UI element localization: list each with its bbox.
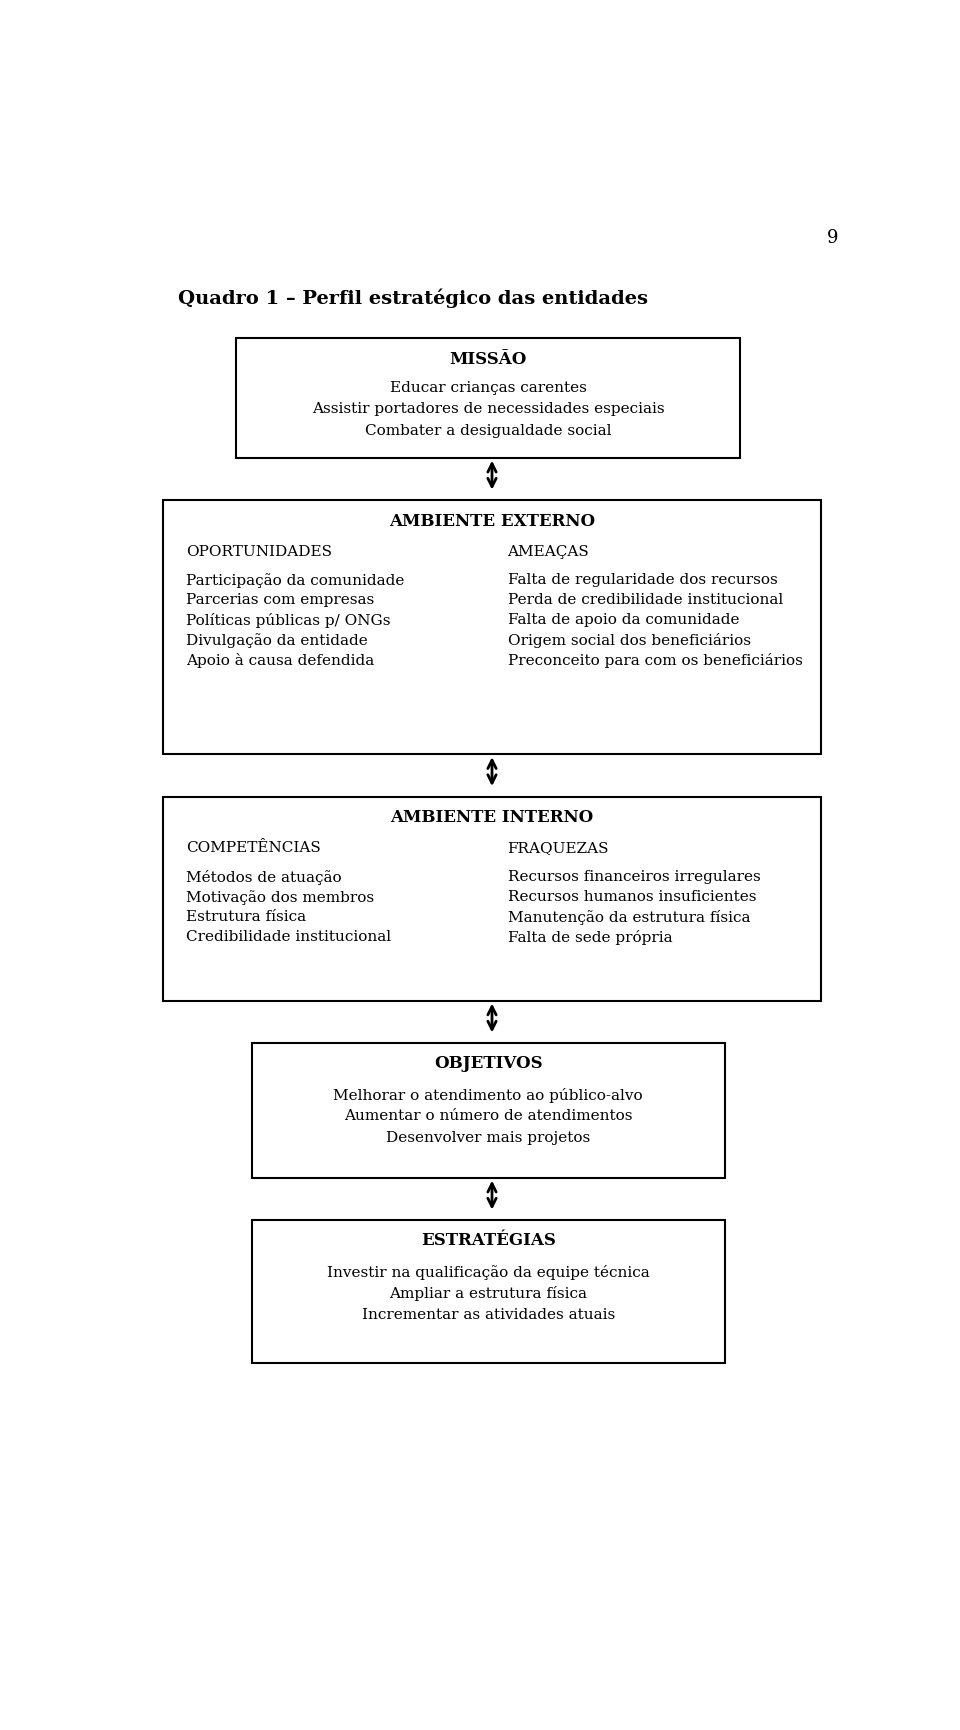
- Text: Aumentar o número de atendimentos: Aumentar o número de atendimentos: [344, 1109, 633, 1123]
- Text: Desenvolver mais projetos: Desenvolver mais projetos: [386, 1131, 590, 1145]
- Bar: [252, 1043, 725, 1178]
- Text: Credibilidade institucional: Credibilidade institucional: [186, 929, 391, 945]
- Text: Métodos de atuação: Métodos de atuação: [186, 870, 342, 884]
- Text: Participação da comunidade: Participação da comunidade: [186, 573, 404, 588]
- Text: Parcerias com empresas: Parcerias com empresas: [186, 593, 374, 607]
- Text: Investir na qualificação da equipe técnica: Investir na qualificação da equipe técni…: [326, 1265, 650, 1280]
- Text: Quadro 1 – Perfil estratégico das entidades: Quadro 1 – Perfil estratégico das entida…: [179, 289, 648, 308]
- Text: Manutenção da estrutura física: Manutenção da estrutura física: [508, 910, 750, 926]
- Text: OPORTUNIDADES: OPORTUNIDADES: [186, 545, 332, 559]
- Text: AMBIENTE INTERNO: AMBIENTE INTERNO: [391, 810, 593, 825]
- Text: OBJETIVOS: OBJETIVOS: [434, 1055, 542, 1073]
- Text: MISSÃO: MISSÃO: [449, 351, 527, 368]
- Bar: [162, 500, 822, 754]
- Text: Origem social dos beneficiários: Origem social dos beneficiários: [508, 633, 751, 649]
- Text: 9: 9: [828, 228, 839, 247]
- Text: FRAQUEZAS: FRAQUEZAS: [508, 841, 609, 855]
- Text: Assistir portadores de necessidades especiais: Assistir portadores de necessidades espe…: [312, 403, 664, 417]
- Text: Recursos humanos insuficientes: Recursos humanos insuficientes: [508, 889, 756, 903]
- Text: Ampliar a estrutura física: Ampliar a estrutura física: [389, 1287, 588, 1301]
- Text: Melhorar o atendimento ao público-alvo: Melhorar o atendimento ao público-alvo: [333, 1088, 643, 1102]
- Text: Perda de credibilidade institucional: Perda de credibilidade institucional: [508, 593, 782, 607]
- Bar: [252, 1220, 725, 1363]
- Text: Incrementar as atividades atuais: Incrementar as atividades atuais: [362, 1308, 614, 1322]
- Text: Falta de sede própria: Falta de sede própria: [508, 929, 672, 945]
- Text: AMEAÇAS: AMEAÇAS: [508, 545, 589, 559]
- Text: Combater a desigualdade social: Combater a desigualdade social: [365, 424, 612, 438]
- Text: COMPETÊNCIAS: COMPETÊNCIAS: [186, 841, 321, 855]
- Text: AMBIENTE EXTERNO: AMBIENTE EXTERNO: [389, 512, 595, 529]
- Text: Estrutura física: Estrutura física: [186, 910, 306, 924]
- Bar: [162, 796, 822, 1000]
- Text: Divulgação da entidade: Divulgação da entidade: [186, 633, 368, 649]
- Text: Políticas públicas p/ ONGs: Políticas públicas p/ ONGs: [186, 614, 391, 628]
- Text: Preconceito para com os beneficiários: Preconceito para com os beneficiários: [508, 654, 803, 668]
- Text: Falta de apoio da comunidade: Falta de apoio da comunidade: [508, 614, 739, 628]
- Text: Educar crianças carentes: Educar crianças carentes: [390, 381, 587, 394]
- Bar: [236, 339, 740, 458]
- Text: Motivação dos membros: Motivação dos membros: [186, 889, 374, 905]
- Text: ESTRATÉGIAS: ESTRATÉGIAS: [420, 1232, 556, 1249]
- Text: Falta de regularidade dos recursos: Falta de regularidade dos recursos: [508, 573, 778, 588]
- Text: Recursos financeiros irregulares: Recursos financeiros irregulares: [508, 870, 760, 884]
- Text: Apoio à causa defendida: Apoio à causa defendida: [186, 654, 374, 668]
